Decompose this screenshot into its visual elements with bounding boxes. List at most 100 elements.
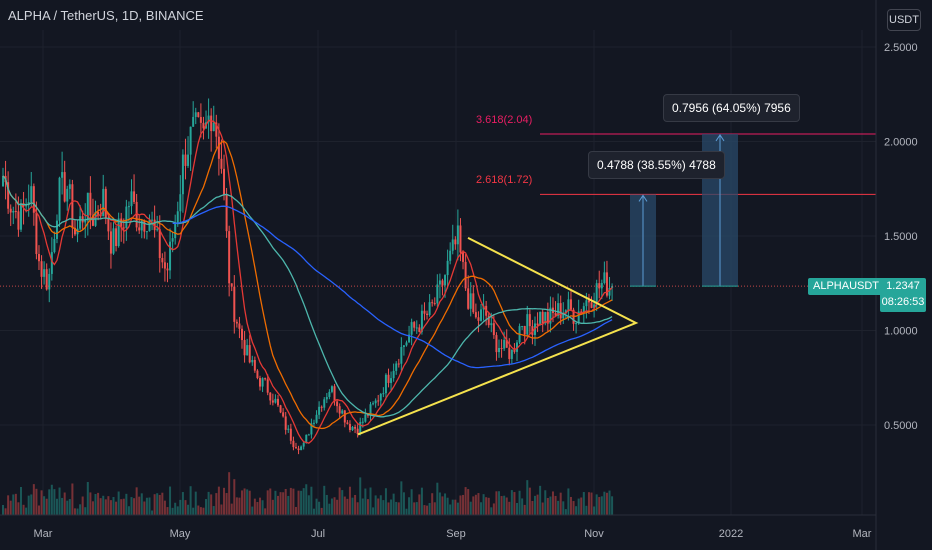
candle-body [531, 326, 534, 335]
volume-bar [84, 507, 87, 515]
candle-body [79, 216, 82, 229]
volume-bar [315, 498, 318, 515]
volume-bar [202, 507, 205, 515]
volume-bar [567, 488, 570, 515]
volume-bar [444, 493, 447, 515]
candle-body [259, 378, 261, 387]
volume-bar [71, 483, 74, 515]
volume-bar [402, 492, 405, 515]
volume-bar [348, 486, 351, 515]
volume-bar [104, 499, 107, 515]
candle-body [354, 426, 357, 429]
volume-bar [233, 479, 236, 515]
candle-body [294, 447, 297, 449]
volume-bar [508, 501, 511, 515]
currency-badge[interactable]: USDT [887, 9, 921, 31]
candle-body [230, 283, 233, 287]
volume-bar [577, 498, 580, 515]
candle-body [238, 323, 241, 329]
candle-body [14, 211, 17, 213]
volume-bar [140, 493, 143, 515]
candle-body [130, 191, 133, 207]
volume-bar [459, 495, 462, 515]
volume-bar [135, 487, 138, 515]
volume-bar [503, 495, 506, 515]
candle-body [603, 272, 606, 283]
candle-body [544, 312, 547, 324]
candle-body [587, 300, 590, 303]
candle-body [107, 218, 110, 232]
projection-label-2: 0.7956 (64.05%) 7956 [663, 94, 800, 122]
volume-bar [361, 498, 364, 515]
volume-bar [117, 491, 120, 515]
candle-body [480, 309, 483, 321]
volume-bar [420, 487, 423, 515]
volume-bar [161, 492, 164, 515]
candle-body [397, 363, 400, 365]
candlesticks [2, 98, 614, 455]
volume-bar [148, 497, 151, 515]
candle-body [521, 326, 524, 328]
volume-bar [151, 510, 154, 515]
candle-body [282, 412, 285, 417]
volume-bar [241, 490, 244, 515]
candle-body [449, 250, 452, 261]
candle-body [300, 446, 303, 451]
candle-body [138, 227, 141, 231]
volume-bar [557, 500, 560, 515]
candle-body [297, 448, 300, 451]
candle-body [122, 227, 125, 229]
volume-bar [433, 502, 436, 515]
candle-body [104, 188, 107, 219]
candle-body [441, 280, 444, 286]
volume-bar [487, 497, 490, 515]
candle-body [382, 393, 385, 395]
candle-body [392, 370, 395, 379]
candle-body [7, 182, 10, 209]
candle-body [505, 339, 508, 348]
volume-bar [243, 488, 246, 515]
candle-body [19, 203, 22, 230]
volume-bar [50, 484, 53, 515]
candle-body [559, 303, 562, 319]
candle-body [63, 172, 66, 202]
candle-body [605, 272, 608, 296]
volume-bar [482, 494, 485, 515]
volume-bar [68, 499, 71, 515]
candle-body [361, 421, 364, 423]
candle-body [516, 342, 518, 352]
symbol-tag: ALPHAUSDT [808, 278, 885, 295]
candle-body [593, 304, 596, 308]
candle-body [199, 117, 202, 123]
candle-body [58, 177, 61, 221]
candle-body [577, 311, 580, 324]
volume-bar [505, 497, 508, 515]
volume-bar [302, 488, 305, 515]
volume-bar [587, 492, 590, 515]
volume-bar [436, 482, 439, 515]
candle-body [310, 423, 313, 435]
volume-bar [528, 487, 531, 515]
candle-body [248, 345, 251, 363]
candle-body [133, 191, 136, 202]
candle-body [302, 442, 305, 447]
candle-body [562, 313, 565, 319]
volume-bar [372, 507, 375, 515]
volume-bar [467, 489, 470, 515]
volume-bar [438, 492, 441, 515]
y-tick-label: 1.5000 [884, 231, 918, 243]
candle-body [503, 339, 506, 349]
volume-bar [79, 504, 82, 515]
volume-bar [354, 494, 357, 515]
ma-red-line [2, 119, 613, 444]
volume-bar [125, 493, 128, 515]
volume-bar [464, 487, 467, 515]
candle-body [472, 293, 475, 313]
candle-body [374, 400, 377, 404]
volume-bar [544, 490, 547, 515]
volume-bar [451, 499, 454, 515]
candle-body [541, 311, 544, 324]
volume-bar [199, 507, 202, 515]
candle-body [474, 312, 477, 318]
